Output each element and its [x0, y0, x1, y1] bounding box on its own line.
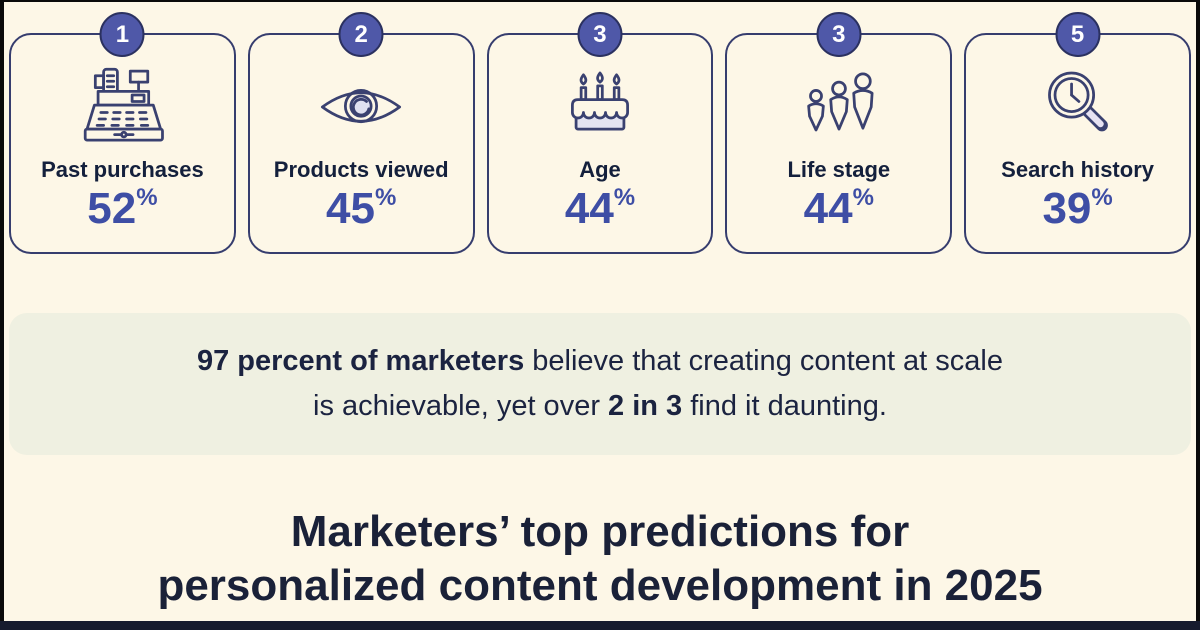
callout-line-2: is achievable, yet over 2 in 3 find it d… [9, 384, 1191, 429]
value-number: 44 [803, 184, 853, 233]
stat-cards-row: 1 [9, 12, 1191, 254]
cash-register-icon [74, 61, 170, 153]
eye-icon [313, 61, 409, 153]
title-line-2: personalized content development in 2025 [157, 560, 1043, 610]
right-edge-bar [1196, 0, 1200, 630]
stat-card-life-stage: 3 Life stage 44% [725, 12, 953, 254]
card-value: 52% [87, 184, 158, 233]
card-value: 44% [803, 184, 874, 233]
percent-sign: % [136, 184, 158, 212]
card-label: Age [579, 157, 621, 182]
stat-card-products-viewed: 2 Products viewed 45% [247, 12, 475, 254]
rank-number: 3 [832, 20, 846, 48]
value-number: 39 [1042, 184, 1092, 233]
rank-badge: 2 [338, 12, 384, 57]
percent-sign: % [375, 184, 397, 212]
title-line-1: Marketers’ top predictions for [290, 507, 910, 556]
rank-number: 2 [354, 20, 368, 48]
percent-sign: % [613, 184, 636, 212]
callout-text: believe that creating content at scale [524, 345, 1004, 378]
stat-card-search-history: 5 Search history 39% [964, 12, 1191, 254]
rank-badge: 5 [1055, 12, 1101, 57]
card-value: 44% [564, 184, 636, 233]
rank-badge: 3 [816, 12, 862, 57]
value-number: 44 [564, 184, 614, 233]
rank-number: 5 [1070, 20, 1085, 48]
callout-bold-stat: 97 percent of marketers [196, 345, 525, 378]
percent-sign: % [1091, 184, 1113, 212]
card-label: Life stage [787, 157, 891, 182]
top-edge-bar [0, 0, 1200, 2]
page-title: Marketers’ top predictions for personali… [0, 505, 1200, 612]
card-label: Past purchases [41, 157, 204, 182]
callout-line-1: 97 percent of marketers believe that cre… [9, 339, 1191, 384]
value-number: 45 [326, 184, 375, 233]
callout-text: is achievable, yet over [313, 390, 609, 422]
callout-text: find it daunting. [682, 390, 887, 422]
callout-bold-ratio: 2 in 3 [608, 390, 683, 422]
stat-card-age: 3 Age 44% [486, 12, 714, 254]
rank-number: 3 [593, 20, 607, 48]
card-value: 39% [1042, 184, 1113, 233]
life-stage-people-icon [791, 61, 887, 153]
search-history-icon [1030, 61, 1126, 153]
value-number: 52 [87, 184, 137, 233]
rank-badge: 3 [577, 12, 623, 57]
callout-banner: 97 percent of marketers believe that cre… [9, 313, 1191, 455]
rank-badge: 1 [99, 12, 145, 57]
rank-number: 1 [115, 20, 130, 48]
stat-card-past-purchases: 1 [9, 12, 236, 254]
percent-sign: % [852, 184, 874, 212]
bottom-accent-bar [0, 621, 1200, 630]
card-label: Search history [1001, 157, 1154, 182]
left-edge-bar [0, 0, 4, 630]
birthday-cake-icon [552, 61, 648, 153]
card-label: Products viewed [273, 157, 449, 182]
card-value: 45% [326, 184, 397, 233]
